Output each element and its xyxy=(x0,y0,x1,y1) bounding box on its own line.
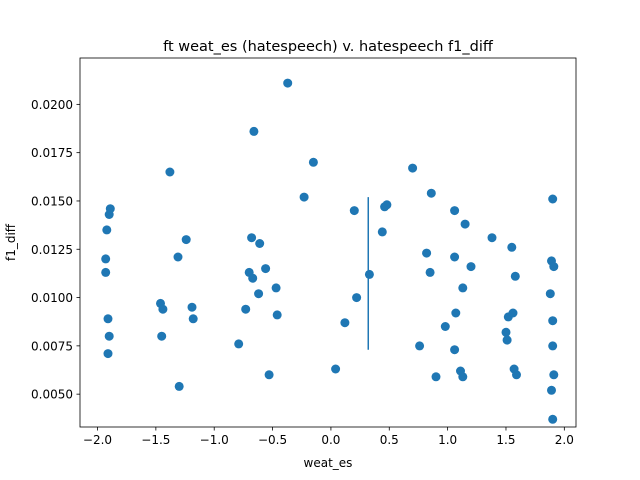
data-point-13 xyxy=(181,235,191,245)
data-point-7 xyxy=(103,349,113,359)
data-point-29 xyxy=(283,78,293,88)
data-point-5 xyxy=(103,314,113,324)
data-point-67 xyxy=(549,262,559,272)
data-point-31 xyxy=(299,192,309,202)
x-tick-label: 0.0 xyxy=(321,433,340,447)
data-point-30 xyxy=(308,157,318,167)
x-tick-label: 0.5 xyxy=(380,433,399,447)
axes-frame xyxy=(79,57,577,428)
data-point-25 xyxy=(261,264,271,274)
data-point-50 xyxy=(450,345,460,355)
data-point-49 xyxy=(451,308,461,318)
data-point-32 xyxy=(331,364,341,374)
y-tick-label: 0.0150 xyxy=(31,194,73,208)
data-point-33 xyxy=(340,318,350,328)
data-point-65 xyxy=(548,194,558,204)
data-point-23 xyxy=(248,273,258,283)
data-point-73 xyxy=(548,414,558,424)
data-point-0 xyxy=(101,254,111,264)
data-point-60 xyxy=(507,242,517,252)
y-tick-label: 0.0050 xyxy=(31,388,73,402)
y-tick-label: 0.0075 xyxy=(31,339,73,353)
data-point-27 xyxy=(271,283,281,293)
data-point-28 xyxy=(272,310,282,320)
data-point-21 xyxy=(255,239,265,248)
data-point-2 xyxy=(102,225,112,235)
data-point-1 xyxy=(101,267,111,277)
data-point-34 xyxy=(349,206,359,216)
data-point-46 xyxy=(440,322,450,331)
y-tick-label: 0.0175 xyxy=(31,146,73,160)
data-point-56 xyxy=(487,233,497,243)
data-point-68 xyxy=(545,289,555,299)
data-point-41 xyxy=(415,341,425,351)
x-tick-label: −1.5 xyxy=(141,433,170,447)
data-point-64 xyxy=(512,370,521,380)
x-tick-label: 1.5 xyxy=(496,433,515,447)
data-point-15 xyxy=(187,302,197,312)
x-axis: −2.0 −1.5 −1.0 −0.5 0.0 0.5 1.0 1.5 2.0 xyxy=(83,427,574,447)
data-point-12 xyxy=(173,252,183,262)
data-point-57 xyxy=(501,327,511,337)
data-point-17 xyxy=(234,339,244,349)
data-point-6 xyxy=(104,331,114,341)
data-point-36 xyxy=(364,269,374,279)
x-axis-label: weat_es xyxy=(304,456,353,470)
data-point-26 xyxy=(264,370,274,380)
y-tick-label: 0.0100 xyxy=(31,291,73,305)
plot-area xyxy=(101,78,559,424)
x-tick-label: 2.0 xyxy=(555,433,574,447)
y-tick-label: 0.0125 xyxy=(31,243,73,257)
data-point-47 xyxy=(450,206,460,216)
data-point-72 xyxy=(547,385,556,395)
data-point-52 xyxy=(458,372,468,382)
data-point-45 xyxy=(431,372,441,382)
data-point-4 xyxy=(105,204,115,214)
x-tick-label: −0.5 xyxy=(258,433,287,447)
data-point-70 xyxy=(548,341,558,351)
data-point-55 xyxy=(466,262,476,272)
data-point-8 xyxy=(165,167,175,177)
data-point-61 xyxy=(508,308,518,318)
y-axis-label: f1_diff xyxy=(4,223,18,261)
data-point-11 xyxy=(157,331,167,341)
x-tick-label: −1.0 xyxy=(200,433,229,447)
data-point-54 xyxy=(460,219,470,229)
data-point-71 xyxy=(549,370,559,380)
data-point-16 xyxy=(188,314,198,324)
y-tick-label: 0.0200 xyxy=(31,98,73,112)
data-point-42 xyxy=(422,248,432,258)
data-point-18 xyxy=(241,304,251,314)
data-point-14 xyxy=(174,381,184,391)
data-point-63 xyxy=(510,271,520,281)
data-point-20 xyxy=(247,233,257,243)
data-point-69 xyxy=(548,316,558,326)
data-point-40 xyxy=(408,163,418,173)
y-axis: 0.0050 0.0075 0.0100 0.0125 0.0150 0.0175 0.02… xyxy=(31,98,80,402)
data-point-43 xyxy=(426,188,436,198)
data-point-35 xyxy=(352,293,362,303)
chart-title: ft weat_es (hatespeech) v. hatespeech f1… xyxy=(163,39,494,55)
x-tick-label: −2.0 xyxy=(83,433,112,447)
data-point-37 xyxy=(377,227,387,237)
data-point-44 xyxy=(425,267,435,277)
data-point-24 xyxy=(254,289,264,299)
data-point-48 xyxy=(450,252,460,262)
data-point-39 xyxy=(382,200,392,210)
data-point-19 xyxy=(249,126,259,136)
x-tick-label: 1.0 xyxy=(438,433,457,447)
data-point-53 xyxy=(458,283,468,293)
data-point-10 xyxy=(158,304,168,314)
data-point-58 xyxy=(502,335,512,345)
